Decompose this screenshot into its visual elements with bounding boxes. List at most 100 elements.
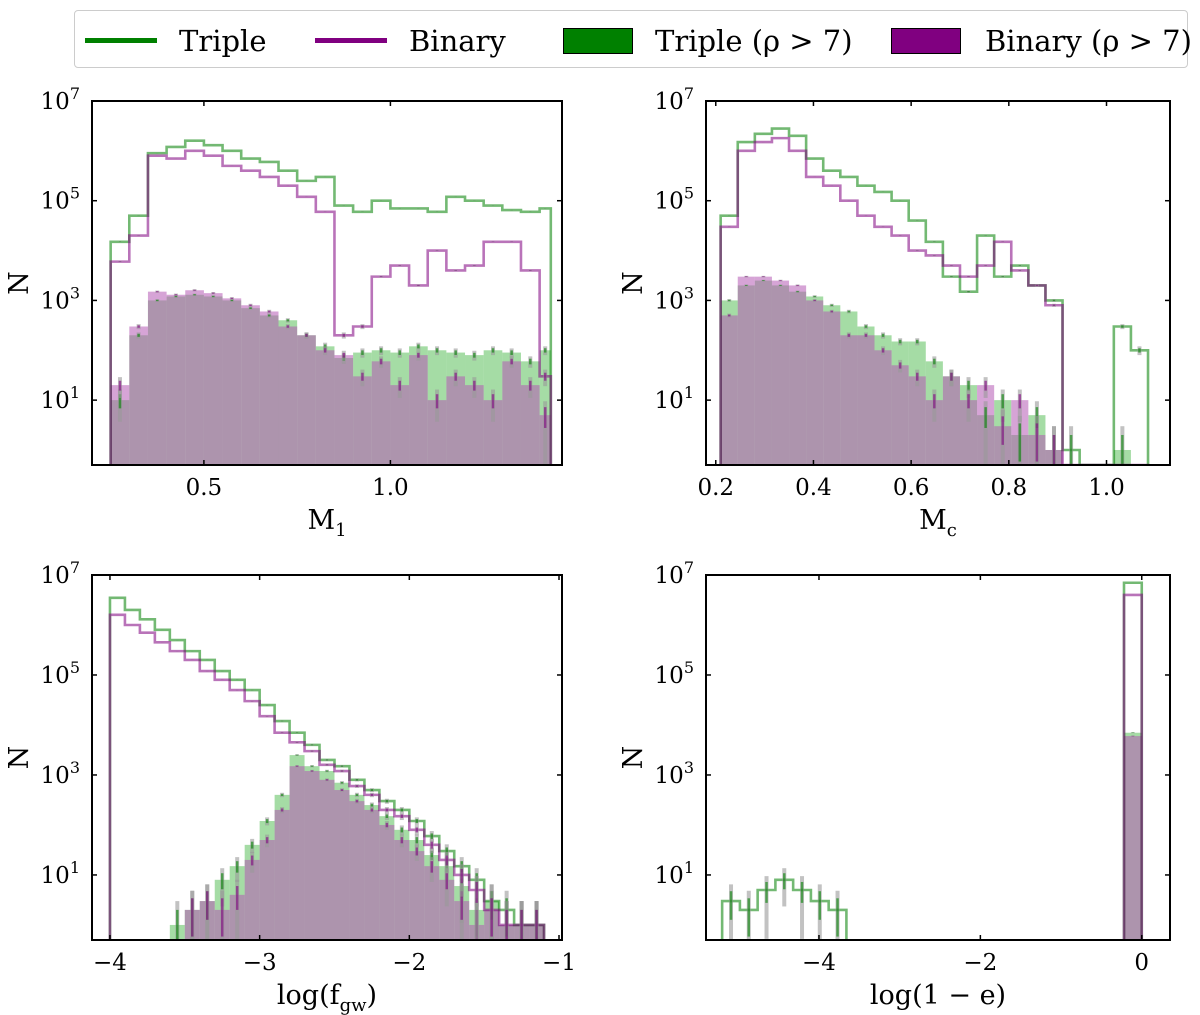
- x-tick-label: 1.0: [1088, 475, 1125, 501]
- y-tick-exponent: 3: [70, 283, 80, 302]
- hist-bar: [942, 376, 960, 465]
- x-tick-label: 0.6: [893, 475, 930, 501]
- hist-bar: [289, 766, 305, 940]
- hist-bar: [427, 400, 447, 465]
- y-tick-label: 103: [655, 283, 694, 314]
- hist-bar: [754, 276, 772, 465]
- hist-bar: [259, 840, 275, 940]
- hist-bar: [259, 311, 279, 465]
- hist-bar: [278, 326, 298, 465]
- y-tick-label: 103: [41, 283, 80, 314]
- y-tick-label: 107: [655, 84, 694, 115]
- y-tick-label: 101: [655, 858, 694, 889]
- hist-bar: [394, 840, 410, 940]
- step-line: [109, 149, 553, 465]
- hist-bar: [446, 376, 466, 465]
- hist-bar: [520, 385, 540, 465]
- plot-frame: [705, 100, 1171, 466]
- x-axis-label: log(fgw): [277, 980, 377, 1015]
- hist-bar: [874, 350, 892, 465]
- y-tick-exponent: 3: [684, 283, 694, 302]
- y-tick-label: 103: [41, 758, 80, 789]
- hist-bar: [334, 790, 350, 940]
- legend-label-binary: Binary: [409, 24, 506, 58]
- x-axis-label: Mc: [919, 505, 957, 541]
- x-tick-label: 0.4: [795, 475, 832, 501]
- plot-area-fgw: [108, 596, 546, 940]
- y-tick-exponent: 5: [70, 184, 80, 203]
- x-axis-label: log(1 − e): [870, 980, 1006, 1011]
- hist-bar: [483, 400, 503, 465]
- hist-bar: [409, 851, 425, 940]
- x-axis-label-subscript: c: [947, 520, 957, 541]
- hist-bar: [379, 824, 395, 940]
- hist-bar: [857, 335, 875, 465]
- legend-swatch-triple-box: [563, 28, 633, 54]
- hist-bar: [203, 293, 223, 465]
- x-axis-label: M1: [307, 505, 346, 541]
- x-axis-label-end: ): [367, 980, 378, 1011]
- hist-bar: [364, 809, 380, 940]
- y-tick-exponent: 3: [684, 758, 694, 777]
- hist-bar: [424, 866, 440, 940]
- hist-bar: [110, 385, 130, 465]
- legend-box: Triple Binary Triple (ρ > 7) Binary (ρ >…: [74, 10, 1192, 68]
- x-tick-label: 0.8: [991, 475, 1028, 501]
- hist-bar: [390, 385, 410, 465]
- hist-bar: [334, 355, 354, 465]
- hist-bar: [806, 300, 824, 465]
- hist-bar: [147, 291, 167, 465]
- hist-bar: [737, 276, 755, 465]
- panel-Mc: 0.2 0.4 0.6 0.8 1.0 101 103 105 107 N Mc: [618, 84, 1171, 541]
- x-tick-label: 0.5: [186, 475, 223, 501]
- x-tick-label: 1.0: [372, 475, 409, 501]
- y-tick-label: 103: [655, 758, 694, 789]
- plot-frame: [91, 574, 563, 941]
- hist-bar: [823, 311, 841, 465]
- y-tick-exponent: 1: [684, 858, 694, 877]
- x-axis-label-subscript: 1: [335, 520, 346, 541]
- y-tick-label: 107: [41, 558, 80, 589]
- y-tick-exponent: 5: [684, 658, 694, 677]
- hist-bar: [720, 315, 738, 465]
- plot-area-M1: [109, 139, 553, 465]
- legend-label-triple: Triple: [179, 24, 267, 58]
- hist-bar: [244, 859, 260, 940]
- y-tick-label: 101: [655, 383, 694, 414]
- plot-area-ecc: [720, 581, 1144, 940]
- y-tick-label: 105: [655, 184, 694, 215]
- x-tick-label: 0.2: [697, 475, 734, 501]
- hist-bar: [502, 361, 521, 465]
- plot-frame: [705, 574, 1171, 941]
- y-axis-label: N: [618, 271, 649, 295]
- hist-bar: [353, 376, 372, 465]
- hist-bar: [925, 400, 943, 465]
- y-tick-label: 105: [41, 184, 80, 215]
- hist-bar: [241, 305, 260, 465]
- hist-bar: [891, 365, 909, 465]
- hist-bar: [959, 400, 978, 465]
- x-tick-label: −4: [802, 950, 836, 976]
- y-tick-label: 107: [41, 84, 80, 115]
- y-tick-exponent: 1: [684, 383, 694, 402]
- y-tick-exponent: 7: [684, 558, 694, 577]
- y-tick-exponent: 3: [70, 758, 80, 777]
- hist-bar: [304, 771, 320, 940]
- hist-bar: [319, 779, 335, 940]
- hist-bar: [771, 280, 790, 465]
- hist-bar: [297, 335, 316, 465]
- x-tick-label: −2: [392, 950, 426, 976]
- hist-bar: [371, 361, 391, 465]
- x-tick-label: −1: [542, 950, 576, 976]
- hist-bar: [439, 879, 455, 940]
- y-tick-exponent: 7: [684, 84, 694, 103]
- hist-bar: [409, 355, 428, 465]
- y-tick-label: 101: [41, 858, 80, 889]
- y-tick-exponent: 7: [70, 558, 80, 577]
- y-tick-exponent: 5: [70, 658, 80, 677]
- y-tick-label: 107: [655, 558, 694, 589]
- y-tick-label: 101: [41, 383, 80, 414]
